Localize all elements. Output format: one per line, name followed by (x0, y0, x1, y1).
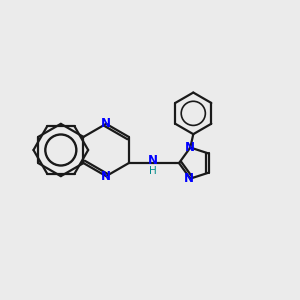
Text: N: N (101, 170, 111, 183)
Text: N: N (185, 141, 195, 154)
Text: H: H (149, 166, 157, 176)
Text: N: N (148, 154, 158, 167)
Text: N: N (101, 117, 111, 130)
Text: N: N (184, 172, 194, 185)
